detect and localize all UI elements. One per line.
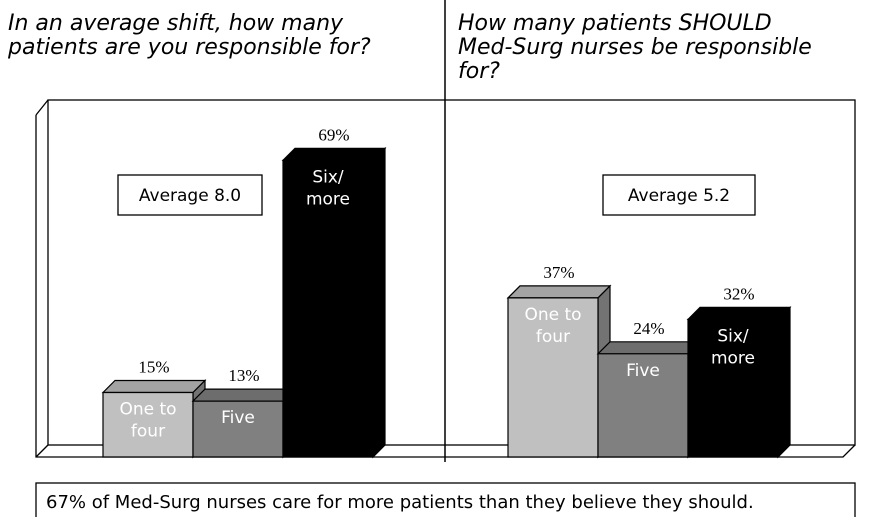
bar-face bbox=[596, 341, 702, 355]
bar-face bbox=[506, 285, 612, 299]
category-label: One to four bbox=[524, 305, 581, 347]
value-label: 24% bbox=[633, 319, 664, 338]
bar-face bbox=[191, 388, 297, 402]
annotation: Average 8.0 bbox=[139, 186, 241, 206]
annotation-box bbox=[117, 174, 263, 216]
bar-face bbox=[101, 379, 207, 394]
bar bbox=[596, 340, 702, 459]
value-label: 37% bbox=[543, 263, 574, 282]
bar-face bbox=[687, 318, 779, 458]
category-label: One to four bbox=[119, 400, 176, 442]
category-label: Six/more bbox=[306, 167, 350, 209]
bar-face bbox=[777, 305, 791, 459]
bar-face bbox=[281, 147, 387, 161]
value-label: 69% bbox=[318, 125, 349, 144]
bar bbox=[281, 146, 387, 459]
annotation-box bbox=[602, 174, 756, 216]
value-label: 13% bbox=[228, 366, 259, 385]
value-label: 32% bbox=[723, 284, 754, 303]
footnote: 67% of Med-Surg nurses care for more pat… bbox=[46, 492, 754, 513]
value-label: 15% bbox=[138, 358, 169, 377]
footnote-box bbox=[35, 482, 856, 517]
category-label: Five bbox=[626, 361, 660, 381]
chart-title: How many patients SHOULD Med-Surg nurses … bbox=[458, 11, 812, 84]
bar bbox=[686, 305, 792, 459]
bar-face bbox=[686, 306, 792, 320]
bar-face bbox=[372, 146, 386, 459]
chart-title: In an average shift, how many patients ar… bbox=[7, 11, 371, 60]
plot-frame bbox=[35, 99, 856, 458]
category-label: Six/more bbox=[711, 326, 755, 368]
bar-face bbox=[282, 159, 374, 458]
annotation: Average 5.2 bbox=[628, 186, 730, 206]
category-label: Five bbox=[221, 408, 255, 428]
